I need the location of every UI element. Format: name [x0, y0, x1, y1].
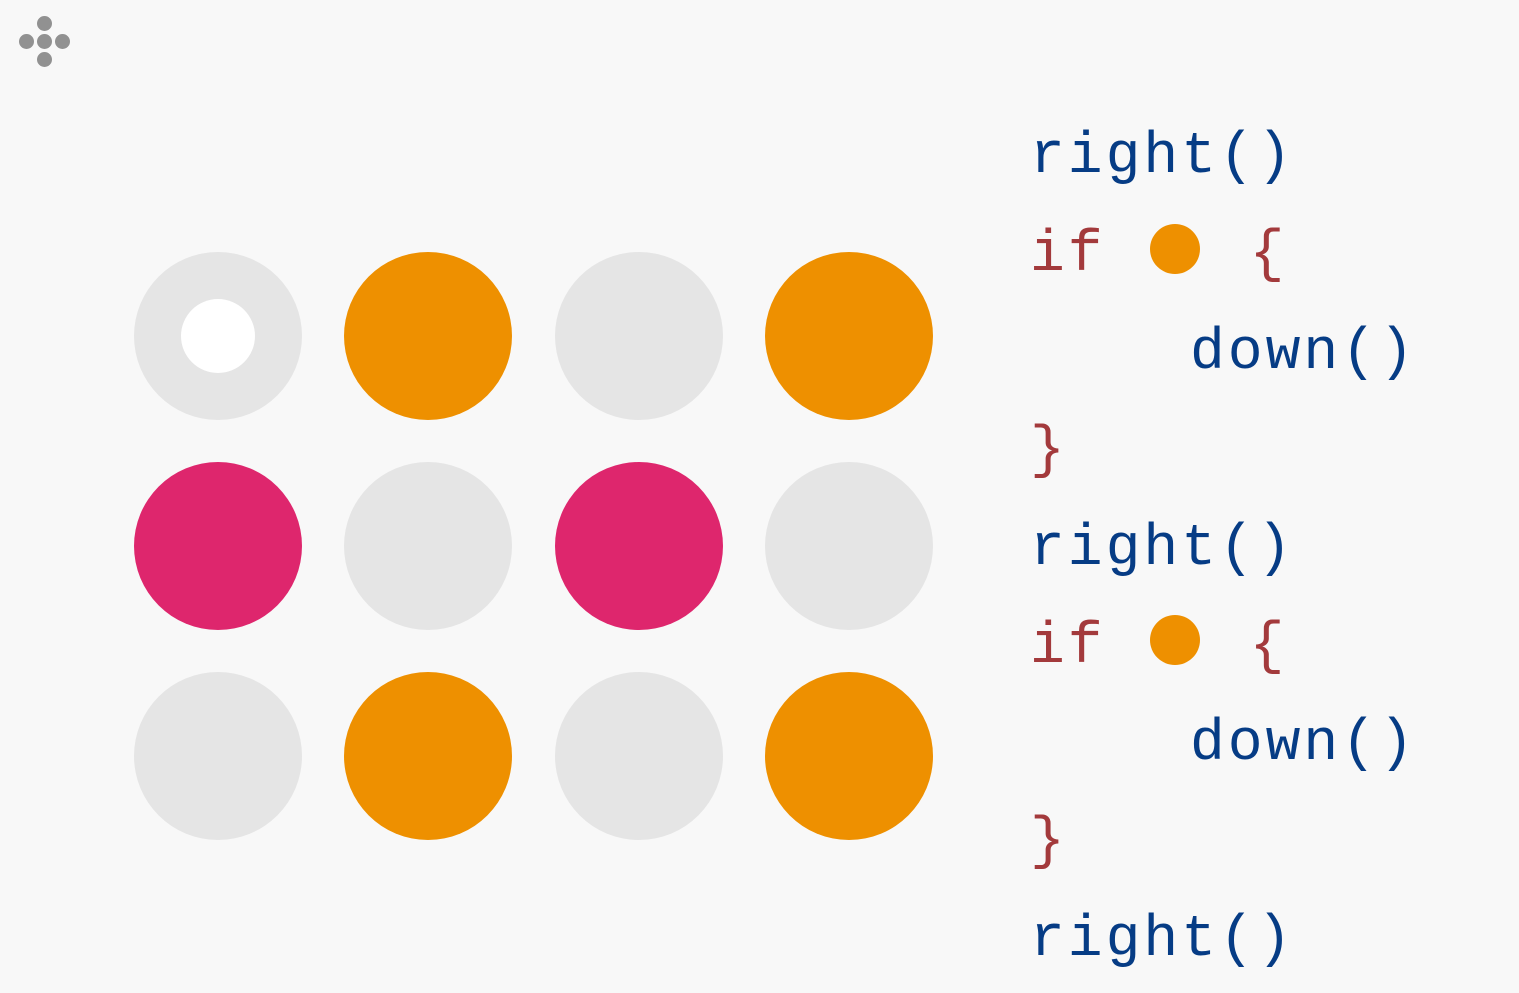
grid-cell-empty	[134, 672, 302, 840]
grid-cell-orange	[764, 672, 933, 840]
open-brace: {	[1249, 222, 1288, 288]
dpad-dots-icon	[37, 16, 52, 31]
close-brace: }	[1030, 810, 1068, 876]
code-line[interactable]: right()	[1030, 501, 1295, 599]
grid-cell-empty	[764, 462, 933, 630]
grid-cell-empty	[344, 462, 513, 630]
menu-button[interactable]	[18, 16, 72, 70]
condition-color-dot	[1149, 223, 1200, 274]
close-brace: }	[1030, 418, 1068, 484]
open-brace: {	[1249, 614, 1288, 680]
grid-cell-pink	[554, 462, 723, 630]
code-line[interactable]: down()	[1190, 696, 1417, 794]
code-line[interactable]: }	[1030, 403, 1068, 501]
robot-marker	[181, 299, 255, 373]
function-call: right()	[1030, 908, 1295, 974]
code-line[interactable]: down()	[1190, 305, 1417, 403]
condition-color-dot	[1149, 615, 1200, 666]
if-keyword: if	[1030, 614, 1106, 680]
grid-cell-orange	[344, 252, 513, 420]
function-call: right()	[1030, 125, 1295, 190]
grid-cell-empty	[554, 252, 723, 420]
code-line[interactable]: }	[1030, 794, 1068, 892]
function-call: down()	[1190, 320, 1417, 386]
grid-cell-orange	[764, 252, 933, 420]
code-line[interactable]: if {	[1030, 207, 1287, 305]
grid-cell-empty	[134, 252, 302, 420]
grid-cell-empty	[554, 672, 723, 840]
code-line[interactable]: right()	[1030, 109, 1295, 207]
code-line[interactable]: if {	[1030, 599, 1287, 697]
dpad-dots-icon	[37, 34, 52, 49]
dpad-dots-icon	[55, 34, 70, 49]
grid-cell-pink	[134, 462, 302, 630]
function-call: right()	[1030, 516, 1295, 582]
dpad-dots-icon	[19, 34, 34, 49]
function-call: down()	[1190, 712, 1417, 778]
grid-cell-orange	[344, 672, 513, 840]
dpad-dots-icon	[37, 52, 52, 67]
code-line[interactable]: right()	[1030, 892, 1295, 990]
if-keyword: if	[1030, 222, 1106, 288]
